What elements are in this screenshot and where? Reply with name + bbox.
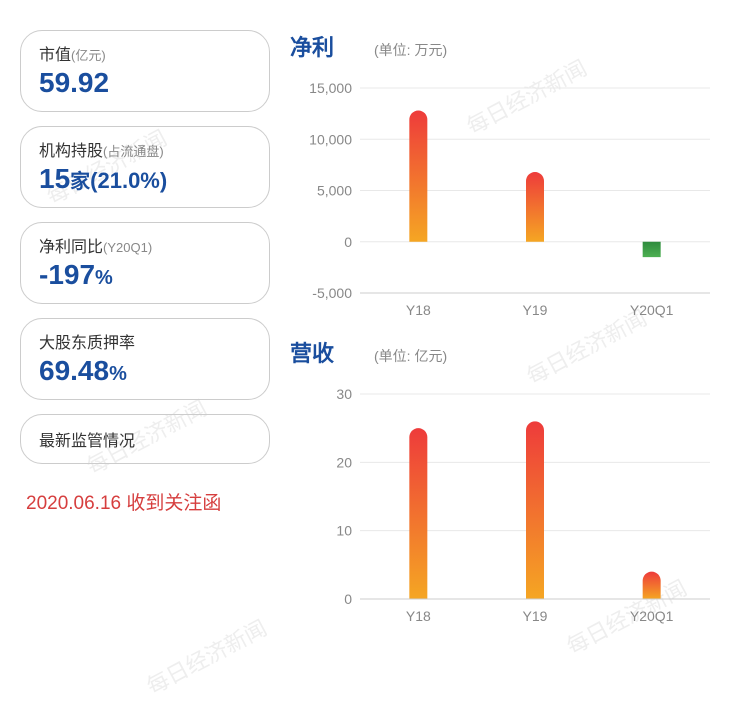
y-tick-label: 5,000 [317, 183, 352, 199]
metric-card-4: 最新监管情况 [20, 414, 270, 464]
chart-revenue: 营收 (单位: 亿元) 0 10 20 30 Y18 Y19 Y20Q1 [290, 336, 730, 634]
y-tick-label: 0 [344, 591, 352, 607]
metric-label: 最新监管情况 [39, 433, 135, 450]
bar [409, 111, 427, 242]
metric-card-1: 机构持股(占流通盘) 15家(21.0%) [20, 126, 270, 208]
chart1-svg: -5,000 0 5,000 10,000 15,000 Y18 Y19 Y20Q1 [290, 68, 720, 328]
metric-value: 15家(21.0%) [39, 163, 251, 195]
chart1-title: 净利 [290, 30, 334, 62]
metric-label: 大股东质押率 [39, 335, 135, 352]
x-tick-label: Y19 [523, 302, 548, 318]
metric-label: 净利同比 [39, 239, 103, 256]
metric-value: 69.48% [39, 355, 251, 387]
y-tick-label: 10 [336, 523, 352, 539]
x-tick-label: Y20Q1 [630, 302, 674, 318]
x-tick-label: Y18 [406, 302, 431, 318]
x-tick-label: Y19 [523, 608, 548, 624]
bar [643, 572, 661, 599]
metric-card-0: 市值(亿元) 59.92 [20, 30, 270, 112]
metric-card-3: 大股东质押率 69.48% [20, 318, 270, 400]
notice-text: 2020.06.16 收到关注函 [26, 488, 290, 515]
x-tick-label: Y20Q1 [630, 608, 674, 624]
y-tick-label: 10,000 [309, 131, 352, 147]
y-tick-label: 15,000 [309, 80, 352, 96]
metric-value: -197% [39, 259, 251, 291]
x-tick-label: Y18 [406, 608, 431, 624]
metric-sublabel: (Y20Q1) [103, 240, 152, 255]
metric-card-2: 净利同比(Y20Q1) -197% [20, 222, 270, 304]
chart1-unit: (单位: 万元) [374, 40, 447, 60]
metric-value: 59.92 [39, 67, 251, 99]
metric-sublabel: (亿元) [71, 48, 106, 63]
bar [409, 428, 427, 599]
y-tick-label: -5,000 [312, 285, 352, 301]
metric-label: 市值 [39, 47, 71, 64]
chart2-svg: 0 10 20 30 Y18 Y19 Y20Q1 [290, 374, 720, 634]
bar [526, 421, 544, 599]
left-column: 市值(亿元) 59.92 机构持股(占流通盘) 15家(21.0%) 净利同比(Y20Q… [20, 30, 290, 656]
right-column: 净利 (单位: 万元) -5,000 0 5,000 10,000 15,000 Y18 Y… [290, 30, 730, 656]
bar [643, 242, 661, 257]
metric-label: 机构持股 [39, 143, 103, 160]
y-tick-label: 30 [336, 386, 352, 402]
bar [526, 172, 544, 242]
metric-sublabel: (占流通盘) [103, 144, 164, 159]
y-tick-label: 20 [336, 454, 352, 470]
chart2-unit: (单位: 亿元) [374, 346, 447, 366]
y-tick-label: 0 [344, 234, 352, 250]
chart2-title: 营收 [290, 336, 334, 368]
chart-profit: 净利 (单位: 万元) -5,000 0 5,000 10,000 15,000 Y18 Y… [290, 30, 730, 328]
